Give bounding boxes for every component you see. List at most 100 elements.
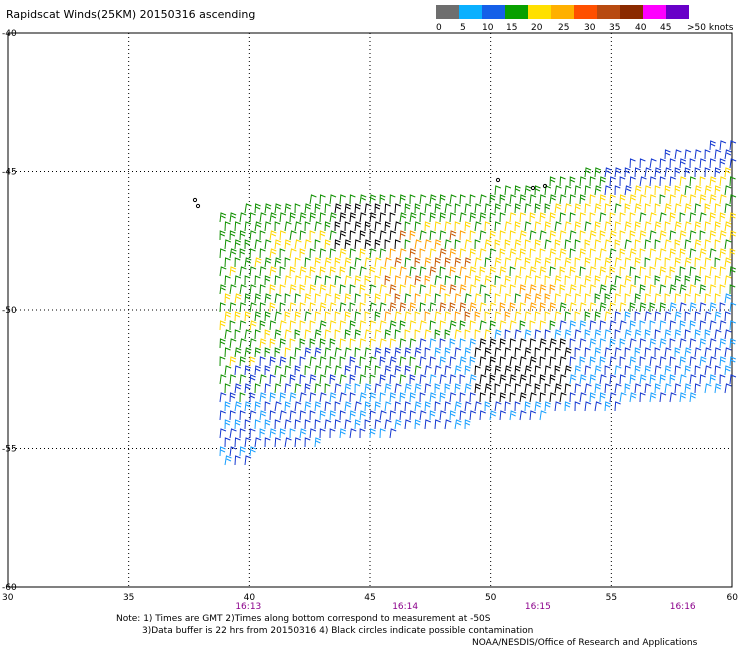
- wind-barb: [714, 257, 721, 268]
- wind-barb-feather: [435, 350, 441, 354]
- wind-barb: [354, 401, 362, 412]
- wind-barb: [434, 257, 441, 268]
- wind-barb: [254, 293, 262, 304]
- wind-barb: [559, 248, 567, 259]
- wind-barb: [439, 338, 446, 349]
- wind-barb: [599, 374, 607, 385]
- wind-barb: [414, 221, 421, 232]
- wind-barb: [464, 257, 472, 268]
- wind-barb: [664, 347, 672, 358]
- wind-barb-feather: [495, 242, 500, 246]
- wind-barb-feather: [416, 386, 421, 390]
- wind-barb: [624, 383, 631, 394]
- wind-barb: [254, 437, 262, 448]
- wind-barb: [254, 203, 261, 214]
- wind-barb: [624, 347, 631, 358]
- wind-barb: [679, 338, 687, 349]
- wind-barb: [359, 212, 367, 223]
- wind-barb-feather: [540, 377, 546, 381]
- wind-barb: [544, 257, 552, 268]
- wind-barb: [459, 374, 466, 385]
- wind-barb: [244, 455, 252, 466]
- wind-barb: [509, 356, 517, 367]
- wind-barb: [654, 311, 661, 322]
- wind-barb-feather: [316, 350, 321, 354]
- wind-barb-feather: [441, 305, 446, 309]
- wind-barb-feather: [310, 287, 316, 291]
- wind-barb-feather: [696, 242, 701, 246]
- wind-barb: [499, 194, 506, 205]
- wind-barb: [429, 410, 436, 421]
- wind-barb: [449, 248, 457, 259]
- wind-barb: [614, 293, 622, 304]
- wind-barb: [574, 293, 582, 304]
- wind-barb: [484, 239, 492, 250]
- wind-barb: [614, 203, 622, 214]
- wind-barb: [254, 401, 261, 412]
- wind-barb: [419, 194, 427, 205]
- wind-barb: [239, 320, 247, 331]
- wind-barb: [454, 239, 461, 250]
- wind-barb: [254, 239, 262, 250]
- wind-barb-feather: [391, 323, 396, 327]
- wind-barb: [404, 329, 411, 340]
- wind-barb-feather: [600, 233, 606, 237]
- wind-barb: [339, 320, 346, 331]
- wind-barb: [714, 365, 721, 376]
- wind-barb-feather: [290, 377, 296, 381]
- wind-barb: [369, 212, 377, 223]
- wind-barb: [314, 275, 322, 286]
- wind-barb: [539, 302, 546, 313]
- wind-barb: [469, 230, 476, 241]
- wind-barb: [579, 374, 587, 385]
- wind-barb-feather: [266, 260, 271, 264]
- wind-barb-feather: [595, 296, 600, 300]
- wind-barb: [449, 194, 457, 205]
- wind-barb: [469, 392, 476, 403]
- wind-barb: [294, 347, 301, 358]
- wind-barb: [294, 311, 301, 322]
- wind-barb: [304, 437, 311, 448]
- wind-barb: [244, 239, 251, 250]
- wind-barb: [314, 383, 322, 394]
- wind-barb: [519, 302, 526, 313]
- wind-barb-feather: [595, 224, 601, 228]
- wind-barb: [434, 347, 442, 358]
- wind-barb-feather: [315, 440, 321, 444]
- wind-barb-feather: [630, 233, 636, 237]
- wind-barb: [344, 257, 352, 268]
- wind-barb-feather: [496, 260, 502, 264]
- wind-barb-feather: [290, 215, 296, 219]
- wind-barb: [619, 230, 626, 241]
- wind-barb-feather: [636, 332, 641, 336]
- wind-barb: [444, 365, 452, 376]
- wind-barb: [644, 329, 651, 340]
- wind-barb: [659, 158, 666, 169]
- wind-barb-feather: [405, 206, 411, 210]
- wind-barb-feather: [225, 422, 231, 426]
- wind-barb-feather: [570, 269, 576, 273]
- wind-barb-feather: [445, 260, 451, 264]
- wind-barb-feather: [465, 368, 471, 372]
- wind-barb-feather: [411, 215, 417, 219]
- wind-barb: [244, 275, 251, 286]
- wind-barb-feather: [595, 170, 601, 174]
- wind-barb: [294, 383, 302, 394]
- wind-barb: [299, 428, 307, 439]
- wind-barb: [529, 410, 537, 421]
- wind-barb: [589, 356, 596, 367]
- wind-barb-feather: [270, 287, 276, 291]
- wind-barb: [544, 365, 552, 376]
- wind-barb: [404, 383, 412, 394]
- wind-barb: [239, 266, 247, 277]
- wind-barb: [709, 338, 717, 349]
- wind-barb-feather: [245, 386, 251, 390]
- wind-barb: [364, 347, 372, 358]
- wind-barb: [269, 266, 277, 277]
- wind-barb-feather: [695, 278, 701, 282]
- wind-barb-feather: [636, 206, 642, 210]
- wind-barb: [674, 329, 682, 340]
- wind-barb-feather: [450, 305, 456, 309]
- wind-barb: [594, 167, 602, 178]
- wind-barb: [719, 248, 727, 259]
